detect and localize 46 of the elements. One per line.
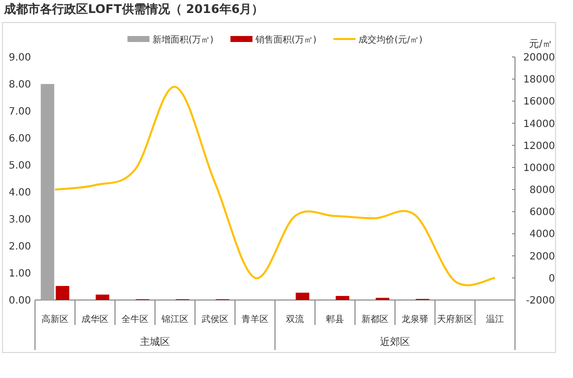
legend-label: 销售面积(万㎡) bbox=[254, 34, 316, 46]
x-tick-label: 温江 bbox=[486, 314, 504, 325]
x-tick-label: 成华区 bbox=[82, 314, 108, 325]
y2-tick-label: 10000 bbox=[523, 162, 555, 174]
y2-tick-label: 20000 bbox=[523, 52, 555, 64]
y-tick-label: 5.00 bbox=[8, 160, 31, 172]
x-tick-label: 双流 bbox=[286, 314, 304, 325]
y-tick-label: 7.00 bbox=[8, 106, 31, 118]
y-tick-label: 9.00 bbox=[8, 52, 31, 64]
x-tick-label: 郫县 bbox=[326, 314, 344, 325]
text: 近郊区 bbox=[380, 336, 410, 348]
x-tick-label: 天府新区 bbox=[437, 314, 473, 325]
x-tick-label: 青羊区 bbox=[242, 314, 268, 325]
y2-tick-label: 12000 bbox=[523, 140, 555, 152]
y-tick-label: 3.00 bbox=[8, 214, 31, 226]
y2-tick-label: 18000 bbox=[523, 74, 555, 86]
x-tick-label: 锦江区 bbox=[160, 314, 188, 325]
bar bbox=[336, 296, 350, 300]
bar bbox=[296, 292, 310, 300]
chart-title: 成都市各行政区LOFT供需情况（ 2016年6月） bbox=[3, 2, 264, 16]
y2-tick-label: 8000 bbox=[530, 185, 555, 196]
y2-axis-title: 元/㎡ bbox=[529, 39, 552, 50]
bar bbox=[40, 84, 54, 300]
y2-tick-label: -2000 bbox=[526, 296, 555, 306]
bar bbox=[96, 294, 110, 300]
y2-tick-label: 4000 bbox=[530, 229, 555, 240]
y-tick-label: 8.00 bbox=[8, 80, 31, 90]
x-tick-label: 龙泉驿 bbox=[402, 314, 428, 325]
x-tick-label: 新都区 bbox=[362, 314, 388, 325]
y2-tick-label: 16000 bbox=[523, 96, 555, 108]
text: 主城区 bbox=[140, 336, 170, 348]
y-tick-label: 4.00 bbox=[8, 188, 31, 198]
y-tick-label: 0.00 bbox=[8, 296, 31, 306]
y-tick-label: 1.00 bbox=[8, 268, 31, 280]
bar bbox=[56, 286, 70, 300]
y-tick-label: 6.00 bbox=[8, 134, 31, 144]
y2-tick-label: 14000 bbox=[523, 118, 555, 130]
x-tick-label: 高新区 bbox=[42, 314, 68, 325]
legend-label: 新增面积(万㎡) bbox=[152, 34, 214, 46]
y-tick-label: 2.00 bbox=[8, 242, 31, 252]
y2-tick-label: 2000 bbox=[530, 251, 555, 262]
y2-tick-label: 0 bbox=[548, 273, 555, 284]
x-tick-label: 武侯区 bbox=[202, 314, 228, 325]
y2-tick-label: 6000 bbox=[530, 207, 555, 218]
legend-label: 成交均价(元/㎡) bbox=[358, 34, 423, 46]
x-tick-label: 全牛区 bbox=[122, 314, 148, 325]
